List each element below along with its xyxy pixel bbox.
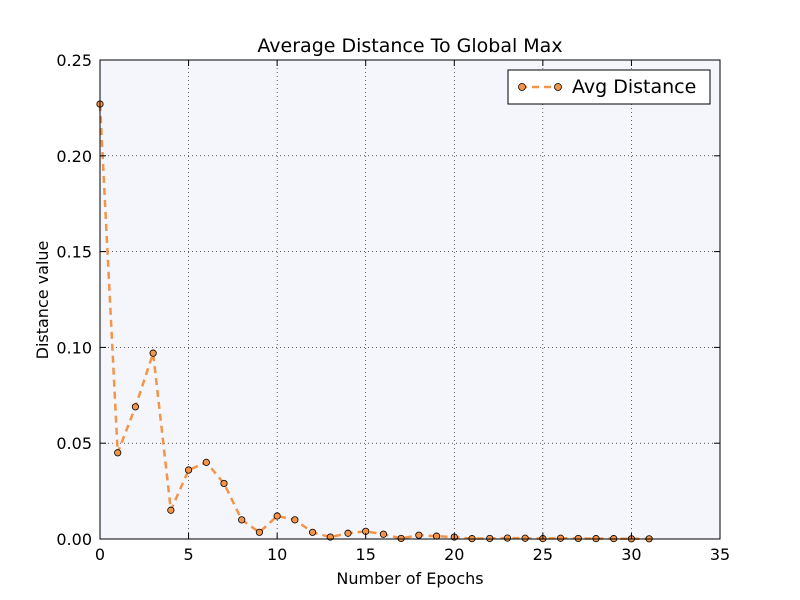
- data-point: [202, 458, 210, 466]
- data-point: [415, 531, 423, 539]
- data-point: [486, 534, 494, 543]
- legend-marker: [518, 83, 526, 91]
- data-point: [521, 534, 529, 542]
- x-tick-label: 20: [444, 545, 464, 564]
- data-point: [167, 506, 175, 514]
- data-point: [184, 466, 193, 474]
- chart-title: Average Distance To Global Max: [257, 35, 562, 57]
- data-point: [503, 534, 512, 542]
- y-tick-label: 0.10: [56, 338, 92, 357]
- data-point: [220, 479, 228, 488]
- plot-frame: [99, 59, 721, 540]
- data-point: [344, 529, 352, 537]
- x-axis-label: Number of Epochs: [336, 569, 483, 588]
- ticks: 0 5 10 15 20 25 30 35 0.00 0.05 0.10 0.15 0.20 0.25: [56, 51, 730, 564]
- x-tick-label: 5: [183, 545, 193, 564]
- data-point: [273, 512, 281, 520]
- data-point: [131, 403, 140, 411]
- x-tick-label: 30: [621, 545, 641, 564]
- y-tick-label: 0.20: [56, 147, 92, 166]
- y-tick-label: 0.00: [56, 530, 92, 549]
- x-tick-label: 15: [356, 545, 376, 564]
- data-point: [397, 534, 405, 543]
- series-layer: [96, 100, 653, 543]
- legend-marker: [554, 83, 562, 91]
- data-point: [238, 516, 246, 524]
- data-point: [379, 530, 388, 538]
- data-point: [255, 528, 264, 536]
- legend-box: [507, 69, 711, 105]
- data-point: [432, 532, 441, 540]
- legend: Avg Distance: [507, 69, 711, 105]
- data-point: [114, 449, 122, 457]
- y-tick-label: 0.05: [56, 434, 92, 453]
- data-point: [149, 349, 157, 357]
- plot-area: [100, 60, 720, 539]
- data-point: [291, 516, 299, 524]
- x-tick-label: 0: [95, 545, 105, 564]
- data-point: [308, 528, 317, 536]
- data-point: [574, 534, 582, 543]
- x-tick-label: 10: [267, 545, 287, 564]
- legend-label: Avg Distance: [572, 76, 696, 98]
- x-tick-label: 35: [710, 545, 730, 564]
- y-tick-label: 0.15: [56, 243, 92, 262]
- x-tick-label: 25: [533, 545, 553, 564]
- y-axis-label: Distance value: [33, 241, 52, 360]
- grid: [100, 60, 720, 539]
- y-tick-label: 0.25: [56, 51, 92, 70]
- data-point: [556, 534, 565, 542]
